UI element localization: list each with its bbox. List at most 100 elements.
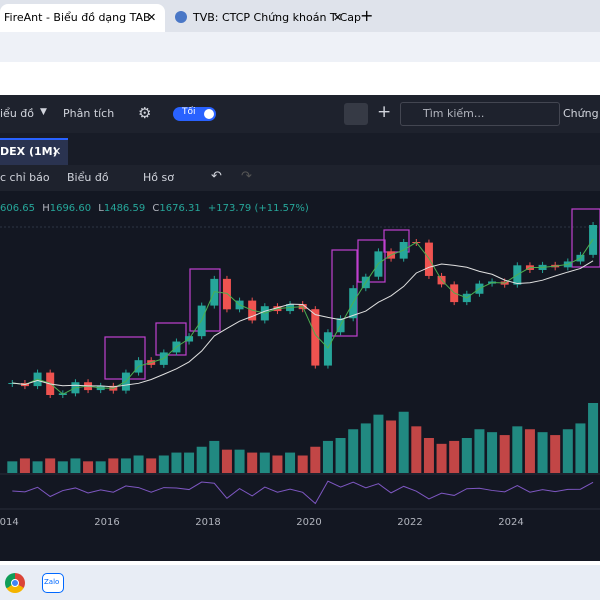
app-toolbar: iểu đồ ▼ Phân tích ⚙ Tối + Tìm kiếm... C…	[0, 95, 600, 133]
chart-tabs: DEX (1M) ✕	[0, 133, 600, 165]
highlight-box	[383, 229, 410, 253]
volume-bar	[158, 455, 169, 473]
ma-long	[12, 260, 594, 388]
volume-bar	[70, 458, 81, 473]
undo[interactable]: ↶	[211, 169, 222, 184]
tool[interactable]: c chỉ báo	[0, 171, 50, 184]
volume-bar	[423, 438, 434, 473]
volume-bar	[297, 455, 308, 473]
x-tick-label: 2016	[94, 517, 119, 528]
tab-close[interactable]: ✕	[333, 11, 343, 24]
volume-bar	[436, 443, 447, 473]
knob	[204, 109, 214, 119]
legend-label: C	[152, 203, 159, 214]
volume-bar	[7, 461, 18, 473]
zalo-icon[interactable]: Zalo	[42, 573, 64, 593]
volume-bar	[360, 423, 371, 473]
volume-bar	[32, 461, 43, 473]
search-box[interactable]: Tìm kiếm...	[400, 102, 560, 126]
volume-bar	[487, 432, 498, 473]
volume-bar	[398, 411, 409, 473]
volume-bar	[537, 432, 548, 473]
chart-tab-close[interactable]: ✕	[52, 145, 62, 158]
chart-toolbar: c chỉ báo Biểu đồ Hồ sơ ↶ ↷	[0, 165, 600, 191]
volume-bar	[221, 449, 232, 473]
chart-tab[interactable]: DEX (1M) ✕	[0, 138, 68, 165]
volume-bar	[57, 461, 68, 473]
volume-bar	[499, 435, 510, 473]
volume-bar	[234, 449, 245, 473]
toggle-label: Tối	[182, 107, 196, 117]
tab-title[interactable]: TVB: CTCP Chứng khoán T-Cap	[193, 11, 361, 24]
candle	[323, 332, 332, 366]
label: Chứng	[563, 107, 599, 120]
chrome-icon[interactable]	[5, 573, 25, 593]
x-tick-label: 2024	[498, 517, 523, 528]
tab-close[interactable]: ✕	[147, 11, 157, 24]
volume-bar	[120, 458, 131, 473]
volume-bar	[322, 440, 333, 473]
caret: ▼	[40, 107, 47, 117]
volume-bar	[19, 458, 30, 473]
highlight-box	[357, 239, 386, 283]
volume-bar	[524, 429, 535, 473]
volume-bar	[575, 423, 586, 473]
add-btn[interactable]: +	[377, 102, 392, 122]
volume-bar	[196, 446, 207, 473]
chart-tab-title: DEX (1M)	[0, 145, 58, 158]
volume-bar	[411, 426, 422, 473]
volume-bar	[512, 426, 523, 473]
legend-label: L	[98, 203, 104, 214]
tab-strip: FireAnt - Biểu đồ dạng TAB ✕ TVB: CTCP C…	[0, 0, 600, 32]
volume-bar	[588, 403, 599, 473]
volume-bar	[310, 446, 321, 473]
volume-bar	[108, 458, 119, 473]
volume-bar	[449, 440, 460, 473]
candle	[222, 278, 231, 310]
menu[interactable]: Phân tích	[63, 107, 115, 120]
address-bar	[0, 32, 600, 62]
new-tab[interactable]: +	[360, 6, 374, 25]
layout-btn[interactable]	[344, 103, 368, 125]
volume-bar	[386, 420, 397, 473]
tool[interactable]: Hồ sơ	[143, 171, 174, 184]
volume-bar	[562, 429, 573, 473]
tab-title: FireAnt - Biểu đồ dạng TAB	[4, 11, 151, 24]
gear[interactable]: ⚙	[138, 104, 152, 122]
legend-label: H	[42, 203, 50, 214]
tool[interactable]: Biểu đồ	[67, 171, 109, 184]
volume-bar	[209, 440, 220, 473]
legend-value: 1676.31	[159, 203, 200, 214]
candle	[311, 309, 320, 366]
x-tick-label: 2022	[397, 517, 422, 528]
volume-bar	[133, 455, 144, 473]
volume-bar	[259, 452, 270, 473]
volume-bar	[247, 452, 258, 473]
x-tick-label: 2018	[195, 517, 220, 528]
redo[interactable]: ↷	[241, 169, 252, 184]
highlight-box	[571, 208, 600, 268]
ohlc-legend: 606.65 H1696.60 L1486.59 C1676.31 +173.7…	[0, 203, 309, 214]
theme-toggle[interactable]: Tối	[173, 107, 216, 121]
x-tick-label: 2020	[296, 517, 321, 528]
volume-bar	[373, 414, 384, 473]
volume-bar	[474, 429, 485, 473]
legend-change: +173.79 (+11.57%)	[208, 203, 309, 214]
volume-bar	[285, 452, 296, 473]
menu[interactable]: iểu đồ	[0, 107, 35, 120]
legend-value: 1696.60	[50, 203, 91, 214]
x-tick-label: 2014	[0, 517, 19, 528]
volume-bar	[146, 458, 157, 473]
volume-bar	[335, 438, 346, 473]
chart-bg	[0, 191, 600, 561]
volume-bar	[348, 429, 359, 473]
volume-bar	[83, 461, 94, 473]
oscillator	[12, 480, 594, 505]
favicon	[175, 11, 187, 23]
legend-value: 606.65	[0, 203, 35, 214]
zalo-label: Zalo	[44, 578, 60, 586]
tab[interactable]: FireAnt - Biểu đồ dạng TAB ✕	[0, 4, 165, 32]
volume-bar	[184, 452, 195, 473]
chart: 606.65 H1696.60 L1486.59 C1676.31 +173.7…	[0, 191, 600, 561]
